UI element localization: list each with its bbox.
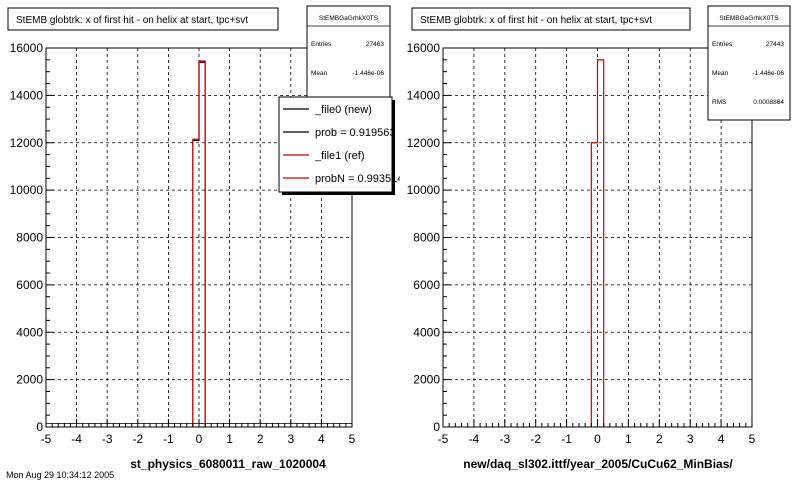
x-tick-label: -3 xyxy=(499,432,510,446)
x-tick-label: -5 xyxy=(438,432,449,446)
x-axis-label: st_physics_6080011_raw_1020004 xyxy=(130,457,326,471)
y-tick-label: 6000 xyxy=(16,278,43,292)
y-tick-label: 8000 xyxy=(413,231,440,245)
legend-entry-label: _file0 (new) xyxy=(314,104,372,116)
right-histogram: -5 -4 -3 -2 -1 0 1 2 3 4 5 0 2000 4000 6000 8000 10000 12… xyxy=(407,5,791,471)
stats-name: StEMBGaGrhkX0TS xyxy=(319,15,379,22)
x-tick-label: -2 xyxy=(132,432,143,446)
left-histogram: -5 -4 -3 -2 -1 0 1 2 3 4 5 0 2000 4000 6000 8000 10000 12… xyxy=(6,5,400,480)
x-tick-label: 5 xyxy=(349,432,356,446)
x-tick-label: -5 xyxy=(41,432,52,446)
legend-entry-label: prob = 0.919563 xyxy=(315,127,395,139)
y-tick-label: 14000 xyxy=(10,88,44,102)
right-histogram-pad: -5 -4 -3 -2 -1 0 1 2 3 4 5 0 2000 4000 6000 8000 10000 12… xyxy=(400,0,800,480)
y-tick-label: 10000 xyxy=(407,183,441,197)
x-tick-label: 2 xyxy=(656,432,663,446)
x-tick-label: -3 xyxy=(102,432,113,446)
y-tick-label: 12000 xyxy=(10,136,44,150)
histogram-series-1 xyxy=(192,60,206,427)
title-box xyxy=(7,7,279,31)
x-tick-label: 1 xyxy=(625,432,632,446)
stats-row-value: 27443 xyxy=(766,41,784,48)
x-tick-label: 4 xyxy=(718,432,725,446)
stats-box xyxy=(306,5,391,103)
y-tick-label: 8000 xyxy=(16,231,43,245)
y-tick-label: 14000 xyxy=(407,88,441,102)
stats-row-label: Mean xyxy=(311,70,328,77)
x-tick-label: -4 xyxy=(71,432,82,446)
stats-row-label: Mean xyxy=(712,70,729,77)
histogram-series-0 xyxy=(590,59,605,427)
y-tick-label: 2000 xyxy=(413,373,440,387)
footer-timestamp: Mon Aug 29 10:34:12 2005 xyxy=(6,470,114,480)
stats-row-label: Entries xyxy=(311,41,332,48)
x-tick-label: -2 xyxy=(530,432,541,446)
y-tick-label: 0 xyxy=(36,420,43,434)
y-tick-label: 16000 xyxy=(407,41,441,55)
x-axis-label: new/daq_sl302.ittf/year_2005/CuCu62_MinB… xyxy=(463,457,733,471)
x-tick-label: -1 xyxy=(163,432,174,446)
y-tick-label: 10000 xyxy=(10,183,44,197)
stats-row-value: 0.0008864 xyxy=(753,99,784,106)
title-box xyxy=(411,7,691,31)
chart-title: StEMB globtrk: x of first hit - on helix… xyxy=(420,15,652,26)
x-tick-label: 3 xyxy=(687,432,694,446)
y-tick-label: 2000 xyxy=(16,373,43,387)
stats-row-value: 27463 xyxy=(366,41,384,48)
x-tick-label: 4 xyxy=(318,432,325,446)
y-tick-label: 4000 xyxy=(16,325,43,339)
x-tick-label: 1 xyxy=(226,432,233,446)
stats-name: StEMBGaGrhkX0TS xyxy=(719,15,779,22)
x-tick-label: -1 xyxy=(561,432,572,446)
chart-title: StEMB globtrk: x of first hit - on helix… xyxy=(16,15,248,26)
x-tick-label: 0 xyxy=(196,432,203,446)
stats-row-value: -1.446e-06 xyxy=(753,70,785,77)
x-tick-label: -4 xyxy=(469,432,480,446)
y-tick-label: 6000 xyxy=(413,278,440,292)
y-tick-label: 12000 xyxy=(407,136,441,150)
y-tick-label: 0 xyxy=(433,420,440,434)
y-tick-label: 4000 xyxy=(413,325,440,339)
left-histogram-pad: -5 -4 -3 -2 -1 0 1 2 3 4 5 0 2000 4000 6000 8000 10000 12… xyxy=(6,5,400,480)
x-tick-label: 0 xyxy=(594,432,601,446)
stats-row-value: -1.446e-06 xyxy=(353,70,385,77)
x-tick-label: 2 xyxy=(257,432,264,446)
legend-entry-label: _file1 (ref) xyxy=(314,150,365,162)
stats-row-label: RMS xyxy=(712,99,727,106)
x-tick-label: 5 xyxy=(749,432,756,446)
x-tick-label: 3 xyxy=(287,432,294,446)
stats-row-label: Entries xyxy=(712,41,733,48)
y-tick-label: 16000 xyxy=(10,41,44,55)
legend-box xyxy=(278,96,393,193)
stats-box xyxy=(707,5,791,121)
legend-entry-label: probN = 0.993514 xyxy=(315,173,400,185)
